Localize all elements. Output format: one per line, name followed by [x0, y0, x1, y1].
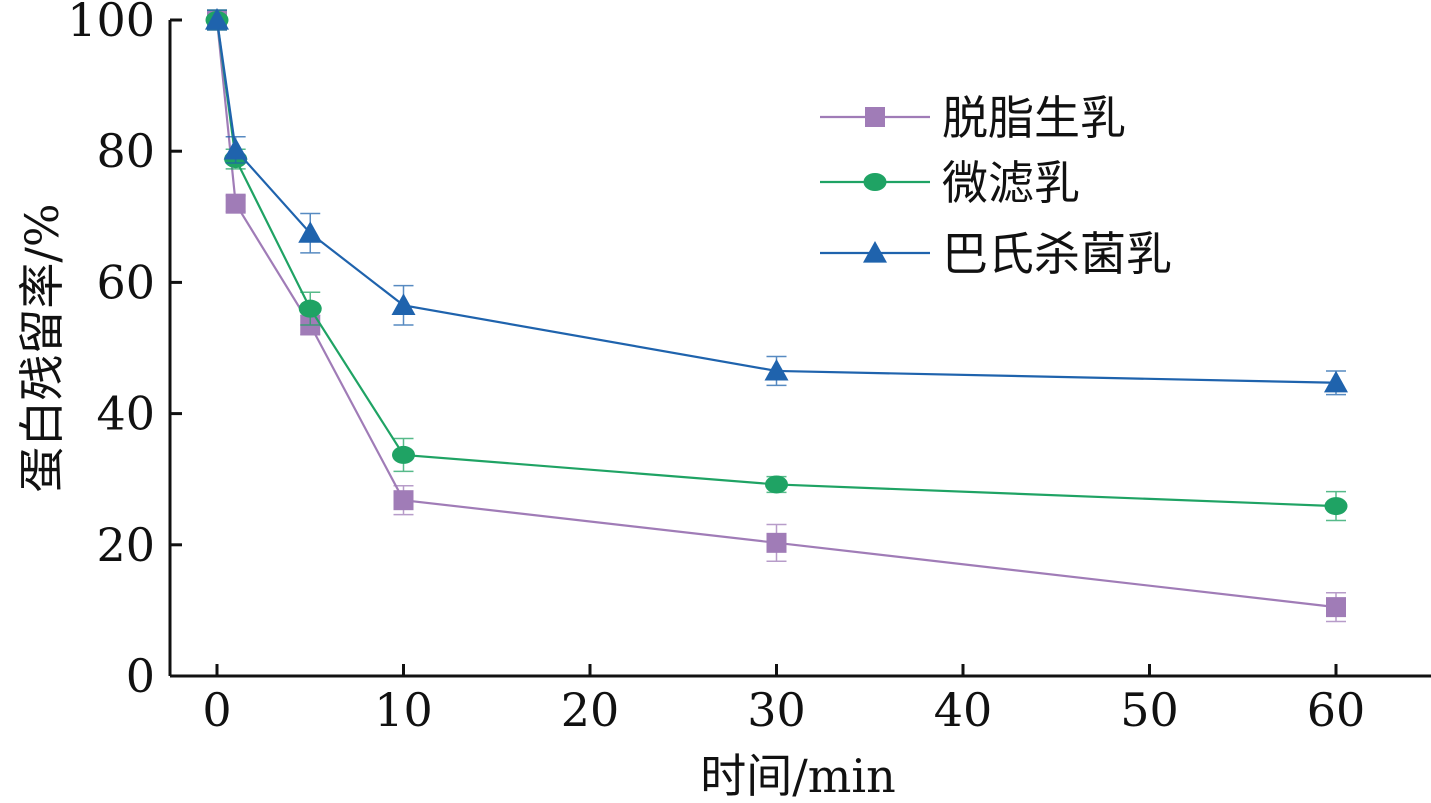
data-point-triangle — [1324, 370, 1348, 393]
x-ticks: 0 10 20 30 40 50 60 — [202, 664, 1365, 737]
data-point-triangle — [764, 358, 789, 381]
legend-item: 微滤乳 — [820, 156, 1080, 210]
data-point-circle — [392, 445, 415, 464]
x-tick-label: 50 — [1120, 683, 1179, 737]
data-point-square — [865, 107, 885, 127]
x-tick-label: 40 — [934, 683, 993, 737]
series-line — [215, 19, 1337, 609]
y-tick-label: 40 — [96, 387, 155, 441]
x-tick-label: 30 — [747, 683, 806, 737]
legend-item: 巴氏杀菌乳 — [820, 227, 1172, 281]
data-point-circle — [298, 299, 322, 318]
data-point-triangle — [223, 137, 248, 160]
data-point-square — [1326, 597, 1346, 618]
data-point-triangle — [298, 221, 323, 243]
y-tick-label: 20 — [96, 518, 155, 572]
series-0 — [207, 9, 1346, 623]
legend-label: 巴氏杀菌乳 — [942, 227, 1172, 281]
y-tick-label: 60 — [96, 255, 155, 309]
y-tick-label: 80 — [96, 124, 155, 178]
legend-label: 微滤乳 — [942, 156, 1080, 210]
data-point-square — [766, 532, 787, 553]
x-tick-label: 10 — [374, 683, 433, 737]
series-2 — [205, 8, 1348, 396]
x-tick-label: 0 — [202, 683, 231, 737]
data-point-circle — [1324, 497, 1348, 516]
data-point-circle — [863, 173, 887, 191]
data-point-triangle — [391, 293, 416, 315]
data-point-circle — [765, 475, 788, 494]
series-layer — [205, 8, 1348, 623]
data-point-square — [393, 490, 414, 511]
x-tick-label: 20 — [561, 683, 620, 737]
x-axis-title: 时间/min — [700, 749, 895, 803]
y-tick-label: 100 — [67, 0, 155, 47]
y-ticks: 0 20 40 60 80 100 — [67, 0, 182, 703]
series-1 — [205, 9, 1348, 522]
legend-label: 脱脂生乳 — [942, 91, 1126, 145]
y-tick-label: 0 — [126, 649, 155, 703]
legend-item: 脱脂生乳 — [820, 91, 1126, 145]
data-point-square — [225, 193, 246, 214]
data-point-triangle — [205, 8, 229, 30]
x-tick-label: 60 — [1307, 683, 1366, 737]
series-line — [215, 19, 1337, 384]
data-point-triangle — [863, 241, 887, 263]
y-axis-title: 蛋白残留率/% — [15, 203, 69, 492]
axes — [168, 20, 1431, 678]
